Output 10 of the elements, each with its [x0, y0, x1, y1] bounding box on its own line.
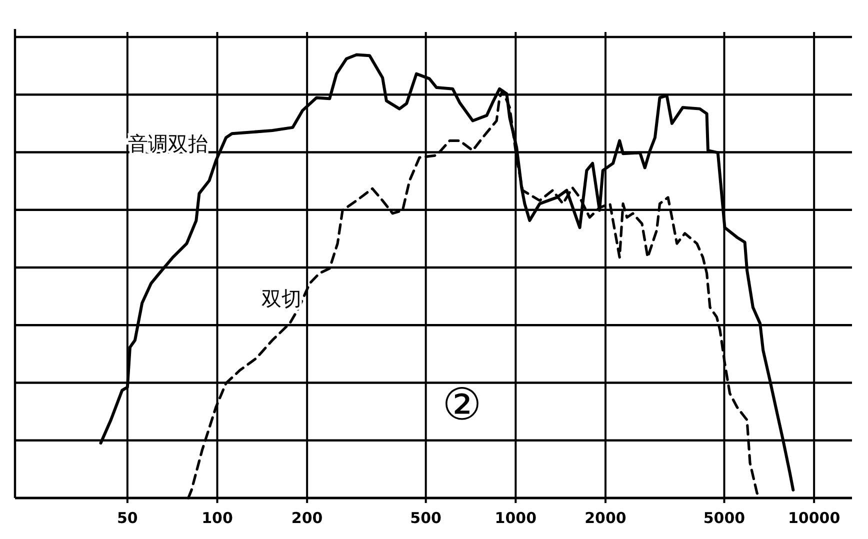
x-tick-label: 500 — [410, 509, 442, 527]
x-tick-label: 50 — [116, 509, 138, 527]
x-tick-label: 100 — [202, 509, 233, 527]
x-tick-label: 1000 — [494, 509, 537, 527]
series-label: 双切 — [262, 286, 302, 310]
x-tick-label: 5000 — [703, 509, 746, 527]
annotation: ② — [442, 380, 482, 431]
x-tick-label: 200 — [291, 509, 323, 527]
x-tick-label: 2000 — [584, 509, 626, 527]
x-tick-label: 10000 — [788, 509, 840, 527]
